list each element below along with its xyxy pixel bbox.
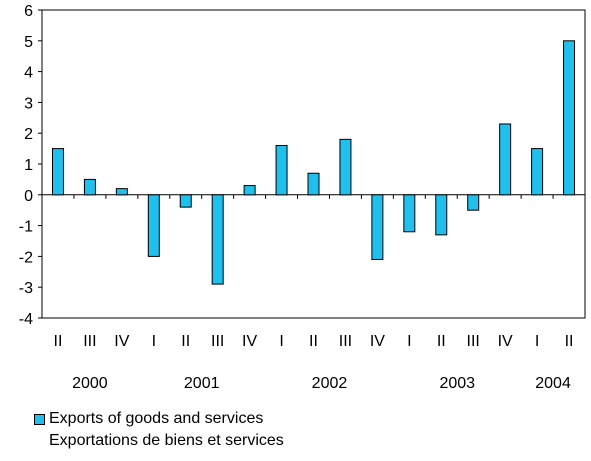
bar	[307, 172, 320, 196]
x-tick-label: IV	[114, 333, 129, 350]
y-tick-label: 4	[24, 65, 33, 82]
bar	[211, 194, 224, 285]
y-tick-label: 3	[24, 95, 33, 112]
bar	[339, 138, 352, 196]
legend-entry-fr: Exportations de biens et services	[34, 430, 284, 452]
y-tick-label: -2	[19, 249, 33, 266]
bar	[179, 194, 192, 208]
year-label: 2002	[312, 375, 348, 392]
x-tick-label: III	[83, 333, 96, 350]
x-tick-label: II	[54, 333, 63, 350]
bar-series	[51, 40, 576, 285]
year-label: 2001	[184, 375, 220, 392]
bar	[467, 194, 480, 211]
bar	[83, 178, 96, 196]
x-tick-label: II	[309, 333, 318, 350]
y-tick-label: -3	[19, 280, 33, 297]
legend-label-fr: Exportations de biens et services	[49, 432, 284, 449]
y-tick-label: 6	[24, 3, 33, 20]
bar	[371, 194, 384, 260]
x-tick-label: I	[152, 333, 156, 350]
legend: Exports of goods and services Exportatio…	[34, 408, 284, 452]
bar	[51, 148, 64, 196]
x-tick-label: IV	[498, 333, 513, 350]
year-axis: 2000 2001 2002 2003 2004	[72, 375, 571, 392]
x-tick-label: I	[535, 333, 539, 350]
y-tick-label: -4	[19, 311, 33, 328]
y-tick-label: -1	[19, 219, 33, 236]
bar	[115, 188, 128, 196]
bar	[403, 194, 416, 233]
x-tick-label: II	[437, 333, 446, 350]
x-tick-label: I	[279, 333, 283, 350]
legend-entry: Exports of goods and services	[34, 408, 284, 430]
legend-swatch	[34, 413, 45, 425]
year-label: 2004	[535, 375, 571, 392]
x-tick-label: IV	[370, 333, 385, 350]
year-label: 2003	[439, 375, 475, 392]
x-tick-label: III	[339, 333, 352, 350]
x-tick-label: II	[565, 333, 574, 350]
y-tick-label: 5	[24, 34, 33, 51]
x-tick-label: II	[181, 333, 190, 350]
x-axis: II III IV I II III IV I II III IV I II III IV I II	[41, 194, 586, 350]
y-tick-label: 2	[24, 126, 33, 143]
bar	[563, 40, 576, 196]
y-axis: 6 5 4 3 2 1 0 -1 -2 -3 -4	[19, 3, 42, 328]
x-tick-label: III	[467, 333, 480, 350]
bar	[435, 194, 448, 236]
bar	[147, 194, 160, 257]
bar	[275, 145, 288, 196]
legend-label-en: Exports of goods and services	[49, 410, 264, 427]
year-label: 2000	[72, 375, 108, 392]
x-tick-label: I	[407, 333, 411, 350]
x-tick-label: IV	[242, 333, 257, 350]
x-tick-label: III	[211, 333, 224, 350]
bar	[243, 185, 256, 196]
y-tick-label: 0	[24, 188, 33, 205]
bar	[499, 123, 512, 196]
y-tick-label: 1	[24, 157, 33, 174]
bar	[531, 148, 544, 196]
